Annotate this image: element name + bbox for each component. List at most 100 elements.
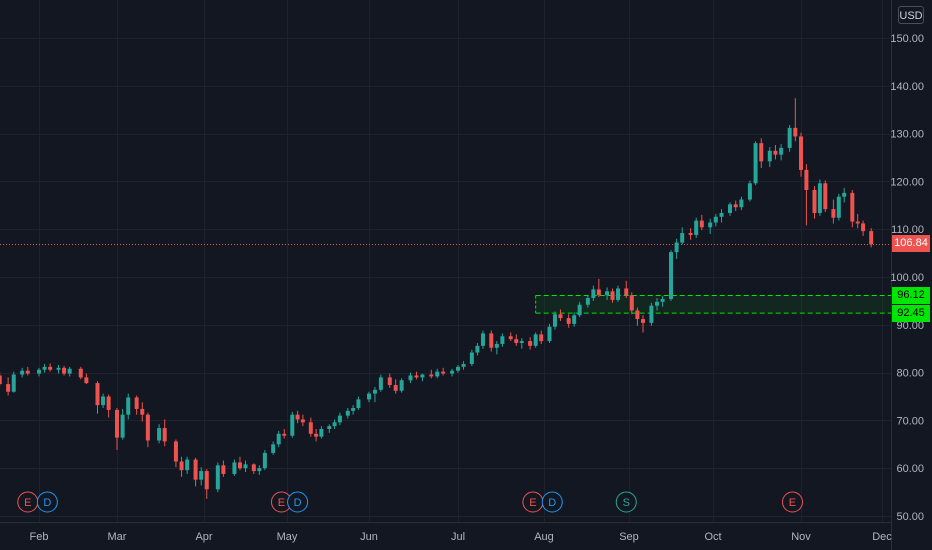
event-marker-split[interactable]: S — [615, 491, 637, 513]
candle[interactable] — [215, 462, 220, 493]
candle[interactable] — [831, 199, 836, 224]
candle[interactable] — [669, 250, 673, 301]
candle[interactable] — [115, 407, 119, 451]
candle[interactable] — [836, 193, 841, 221]
candle[interactable] — [56, 364, 61, 374]
candle[interactable] — [596, 278, 601, 298]
event-marker-dividend[interactable]: D — [36, 491, 58, 513]
candle[interactable] — [179, 456, 184, 477]
candle[interactable] — [435, 368, 440, 379]
candle[interactable] — [120, 408, 125, 440]
candle[interactable] — [747, 180, 752, 202]
candle[interactable] — [855, 213, 860, 229]
candle[interactable] — [508, 332, 513, 342]
candle[interactable] — [257, 465, 262, 475]
candle[interactable] — [251, 463, 256, 474]
candle[interactable] — [237, 456, 242, 471]
candle[interactable] — [429, 369, 434, 379]
candle[interactable] — [367, 391, 371, 403]
candle[interactable] — [162, 419, 167, 447]
candle[interactable] — [387, 373, 392, 388]
candle[interactable] — [475, 342, 480, 356]
candle[interactable] — [469, 349, 474, 366]
candle[interactable] — [461, 361, 466, 370]
candle[interactable] — [399, 378, 404, 393]
candle[interactable] — [566, 314, 571, 328]
candle[interactable] — [262, 450, 267, 471]
candle[interactable] — [616, 285, 621, 302]
candle[interactable] — [591, 285, 596, 301]
candle[interactable] — [733, 200, 738, 212]
candle[interactable] — [519, 338, 524, 349]
candle[interactable] — [660, 296, 665, 307]
candle[interactable] — [572, 312, 577, 327]
candle[interactable] — [739, 196, 744, 211]
candle[interactable] — [514, 334, 519, 346]
candle[interactable] — [610, 288, 615, 303]
candle[interactable] — [232, 459, 237, 476]
event-marker-dividend[interactable]: D — [541, 491, 563, 513]
candle[interactable] — [799, 132, 803, 177]
candle[interactable] — [126, 393, 131, 420]
event-marker-dividend[interactable]: D — [287, 491, 309, 513]
candle[interactable] — [635, 307, 640, 326]
candle[interactable] — [199, 467, 204, 486]
candle[interactable] — [221, 460, 226, 477]
candle[interactable] — [861, 220, 866, 236]
candle[interactable] — [319, 426, 324, 439]
candle[interactable] — [779, 144, 784, 161]
candle[interactable] — [345, 407, 350, 419]
candle[interactable] — [713, 213, 718, 227]
candle[interactable] — [290, 411, 295, 438]
currency-badge[interactable]: USD — [898, 6, 924, 24]
candle[interactable] — [276, 430, 281, 448]
candle[interactable] — [539, 330, 544, 344]
candle[interactable] — [708, 218, 713, 234]
candle[interactable] — [356, 396, 361, 410]
candle[interactable] — [62, 365, 67, 376]
event-marker-earnings[interactable]: E — [781, 491, 803, 513]
candle[interactable] — [42, 363, 47, 373]
candle[interactable] — [694, 217, 699, 238]
candle[interactable] — [719, 209, 724, 223]
candle[interactable] — [759, 138, 764, 169]
event-marker-earnings[interactable]: E — [17, 491, 39, 513]
candle[interactable] — [577, 301, 582, 318]
candle[interactable] — [48, 363, 53, 372]
candle[interactable] — [699, 214, 704, 231]
candle[interactable] — [773, 145, 778, 160]
candle[interactable] — [408, 372, 413, 384]
candle[interactable] — [173, 439, 178, 468]
candle[interactable] — [585, 295, 590, 308]
candle[interactable] — [295, 410, 300, 424]
candle[interactable] — [95, 381, 100, 414]
candle[interactable] — [787, 124, 792, 152]
price-axis[interactable]: 150.00 140.00 130.00 120.00 110.00 100.00 90.0… — [890, 33, 924, 523]
candle[interactable] — [140, 402, 145, 422]
candle[interactable] — [134, 395, 139, 415]
candle[interactable] — [674, 238, 679, 259]
candle[interactable] — [193, 457, 198, 487]
candle[interactable] — [314, 429, 319, 442]
candle[interactable] — [456, 364, 460, 373]
candle[interactable] — [106, 394, 111, 418]
candle[interactable] — [767, 146, 772, 168]
candle[interactable] — [332, 419, 337, 430]
candle[interactable] — [327, 424, 332, 433]
candle[interactable] — [655, 298, 659, 311]
candle[interactable] — [84, 373, 89, 385]
candle[interactable] — [282, 429, 287, 439]
candle[interactable] — [351, 405, 356, 415]
candle[interactable] — [649, 302, 654, 326]
candle[interactable] — [204, 469, 209, 499]
candle[interactable] — [817, 179, 822, 216]
candle[interactable] — [494, 341, 499, 355]
candle[interactable] — [558, 309, 563, 321]
candle[interactable] — [680, 227, 685, 245]
candle[interactable] — [528, 337, 533, 350]
candle[interactable] — [629, 292, 634, 315]
candle[interactable] — [393, 379, 398, 394]
candle[interactable] — [0, 372, 2, 386]
